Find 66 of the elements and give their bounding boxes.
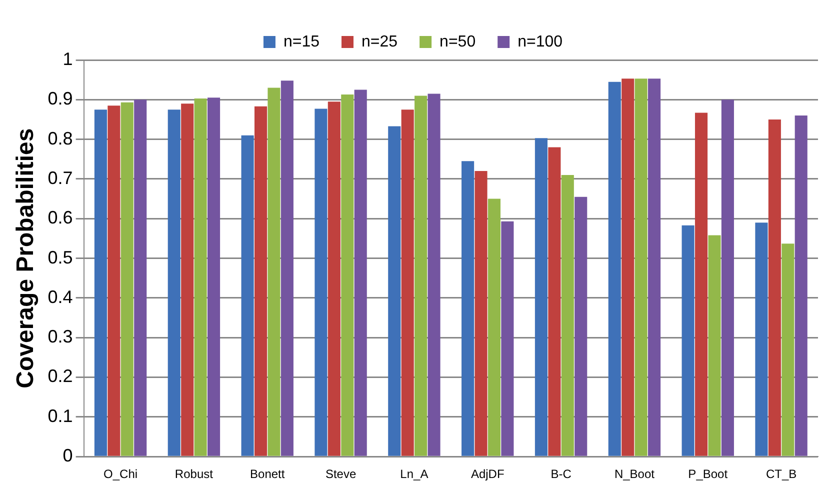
- bar: [280, 80, 294, 456]
- bar: [755, 222, 768, 456]
- y-tick-label: 0.8: [48, 128, 73, 148]
- bar: [534, 138, 548, 456]
- bar: [648, 78, 661, 456]
- y-tick-label: 0.2: [48, 366, 73, 386]
- bar: [501, 221, 514, 456]
- legend-label: n=25: [362, 33, 398, 50]
- bar: [168, 110, 180, 456]
- y-tick-label: 0.4: [48, 286, 73, 307]
- bar: [462, 161, 474, 456]
- bar: [328, 102, 340, 456]
- x-tick-label: O_Chi: [104, 467, 138, 482]
- bar: [561, 175, 574, 456]
- x-tick-label: Steve: [325, 467, 356, 482]
- bar: [428, 94, 440, 456]
- x-tick-label: Bonett: [250, 467, 286, 482]
- legend-label: n=100: [518, 33, 563, 50]
- bar: [181, 104, 194, 456]
- legend-label: n=50: [440, 33, 476, 50]
- bar: [682, 225, 694, 456]
- x-tick-label: CT_B: [766, 467, 797, 482]
- bar: [108, 106, 120, 456]
- x-tick-label: AdjDF: [470, 467, 504, 482]
- bar: [474, 171, 488, 456]
- bar: [268, 88, 280, 456]
- bar: [134, 100, 147, 456]
- bar: [194, 98, 207, 456]
- bar: [94, 110, 107, 456]
- y-tick-label: 0.9: [48, 88, 73, 109]
- x-tick-label: Robust: [174, 467, 214, 482]
- bar: [388, 126, 401, 456]
- bar: [768, 119, 781, 456]
- bar: [488, 198, 501, 456]
- y-tick-label: 0.3: [48, 326, 73, 347]
- y-tick-label: 0: [62, 446, 73, 466]
- bar: [721, 100, 734, 456]
- y-tick-label: 0.5: [48, 247, 73, 268]
- bar: [401, 110, 414, 456]
- y-tick-label: 0.7: [48, 168, 73, 188]
- bar: [634, 78, 648, 456]
- bar: [354, 90, 367, 456]
- bar: [241, 135, 254, 456]
- bar: [622, 78, 634, 456]
- bar: [341, 94, 354, 456]
- bar: [694, 112, 708, 456]
- bar: [314, 108, 328, 456]
- bar: [708, 235, 721, 456]
- x-tick-label: N_Boot: [614, 467, 656, 482]
- bar: [608, 82, 621, 456]
- y-tick-label: 0.1: [48, 406, 73, 426]
- x-tick-label: P_Boot: [688, 467, 728, 482]
- y-axis-title: Coverage Probabilities: [12, 128, 40, 388]
- x-tick-label: Ln_A: [400, 467, 428, 482]
- y-tick-label: 1: [62, 48, 73, 69]
- bar: [548, 147, 561, 456]
- x-tick-label: B-C: [550, 467, 572, 482]
- bar: [120, 102, 134, 456]
- bar: [794, 116, 808, 456]
- bar: [782, 244, 794, 456]
- bar: [414, 96, 428, 456]
- bar: [254, 106, 268, 456]
- y-tick-label: 0.6: [48, 208, 73, 228]
- legend-label: n=15: [283, 33, 320, 50]
- bar: [207, 98, 220, 456]
- bar: [574, 196, 588, 456]
